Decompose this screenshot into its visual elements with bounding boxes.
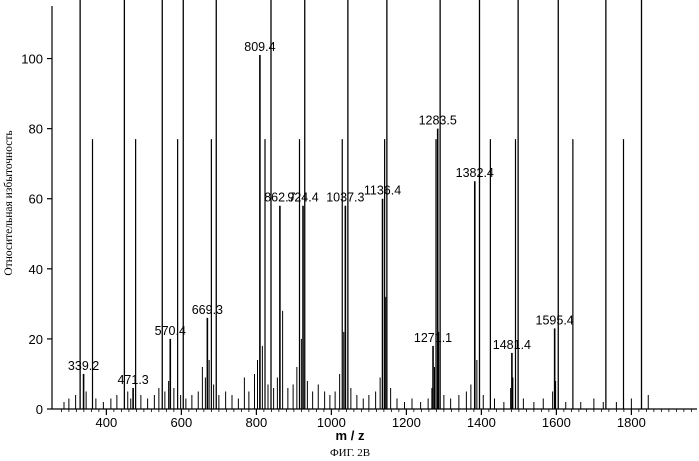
y-tick-label-100: 100: [21, 52, 43, 67]
peak-label-339.2: 339.2: [68, 359, 99, 373]
peak-label-1382.4: 1382.4: [456, 166, 494, 180]
peak-label-471.3: 471.3: [117, 373, 148, 387]
peak-label-924.4: 924.4: [287, 191, 318, 205]
axes-layer: [52, 6, 697, 409]
peak-label-1481.4: 1481.4: [493, 338, 531, 352]
peak-label-669.3: 669.3: [192, 303, 223, 317]
peak-label-570.4: 570.4: [155, 324, 186, 338]
y-tick-label-40: 40: [29, 262, 43, 277]
y-tick-label-20: 20: [29, 332, 43, 347]
x-tick-label-1800: 1800: [617, 415, 646, 430]
y-tick-label-60: 60: [29, 192, 43, 207]
peak-labels-layer: 339.2471.3570.4669.3809.4862.7924.41037.…: [68, 40, 574, 387]
peak-label-1283.5: 1283.5: [419, 114, 457, 128]
x-tick-label-1600: 1600: [542, 415, 571, 430]
x-tick-label-600: 600: [171, 415, 193, 430]
figure-caption: ФИГ. 2В: [330, 447, 370, 459]
peak-label-1271.1: 1271.1: [414, 331, 452, 345]
x-tick-label-1400: 1400: [467, 415, 496, 430]
peak-label-809.4: 809.4: [244, 40, 275, 54]
peak-label-1037.3: 1037.3: [326, 191, 364, 205]
x-tick-label-800: 800: [246, 415, 268, 430]
peak-label-1595.4: 1595.4: [536, 313, 574, 327]
y-tick-label-0: 0: [36, 402, 43, 417]
y-axis-title: Относительная избыточность: [3, 130, 15, 275]
y-tick-label-80: 80: [29, 122, 43, 137]
x-tick-label-1200: 1200: [392, 415, 421, 430]
x-tick-label-400: 400: [96, 415, 118, 430]
peak-label-1136.4: 1136.4: [364, 184, 401, 198]
x-axis-title: m / z: [336, 428, 365, 443]
